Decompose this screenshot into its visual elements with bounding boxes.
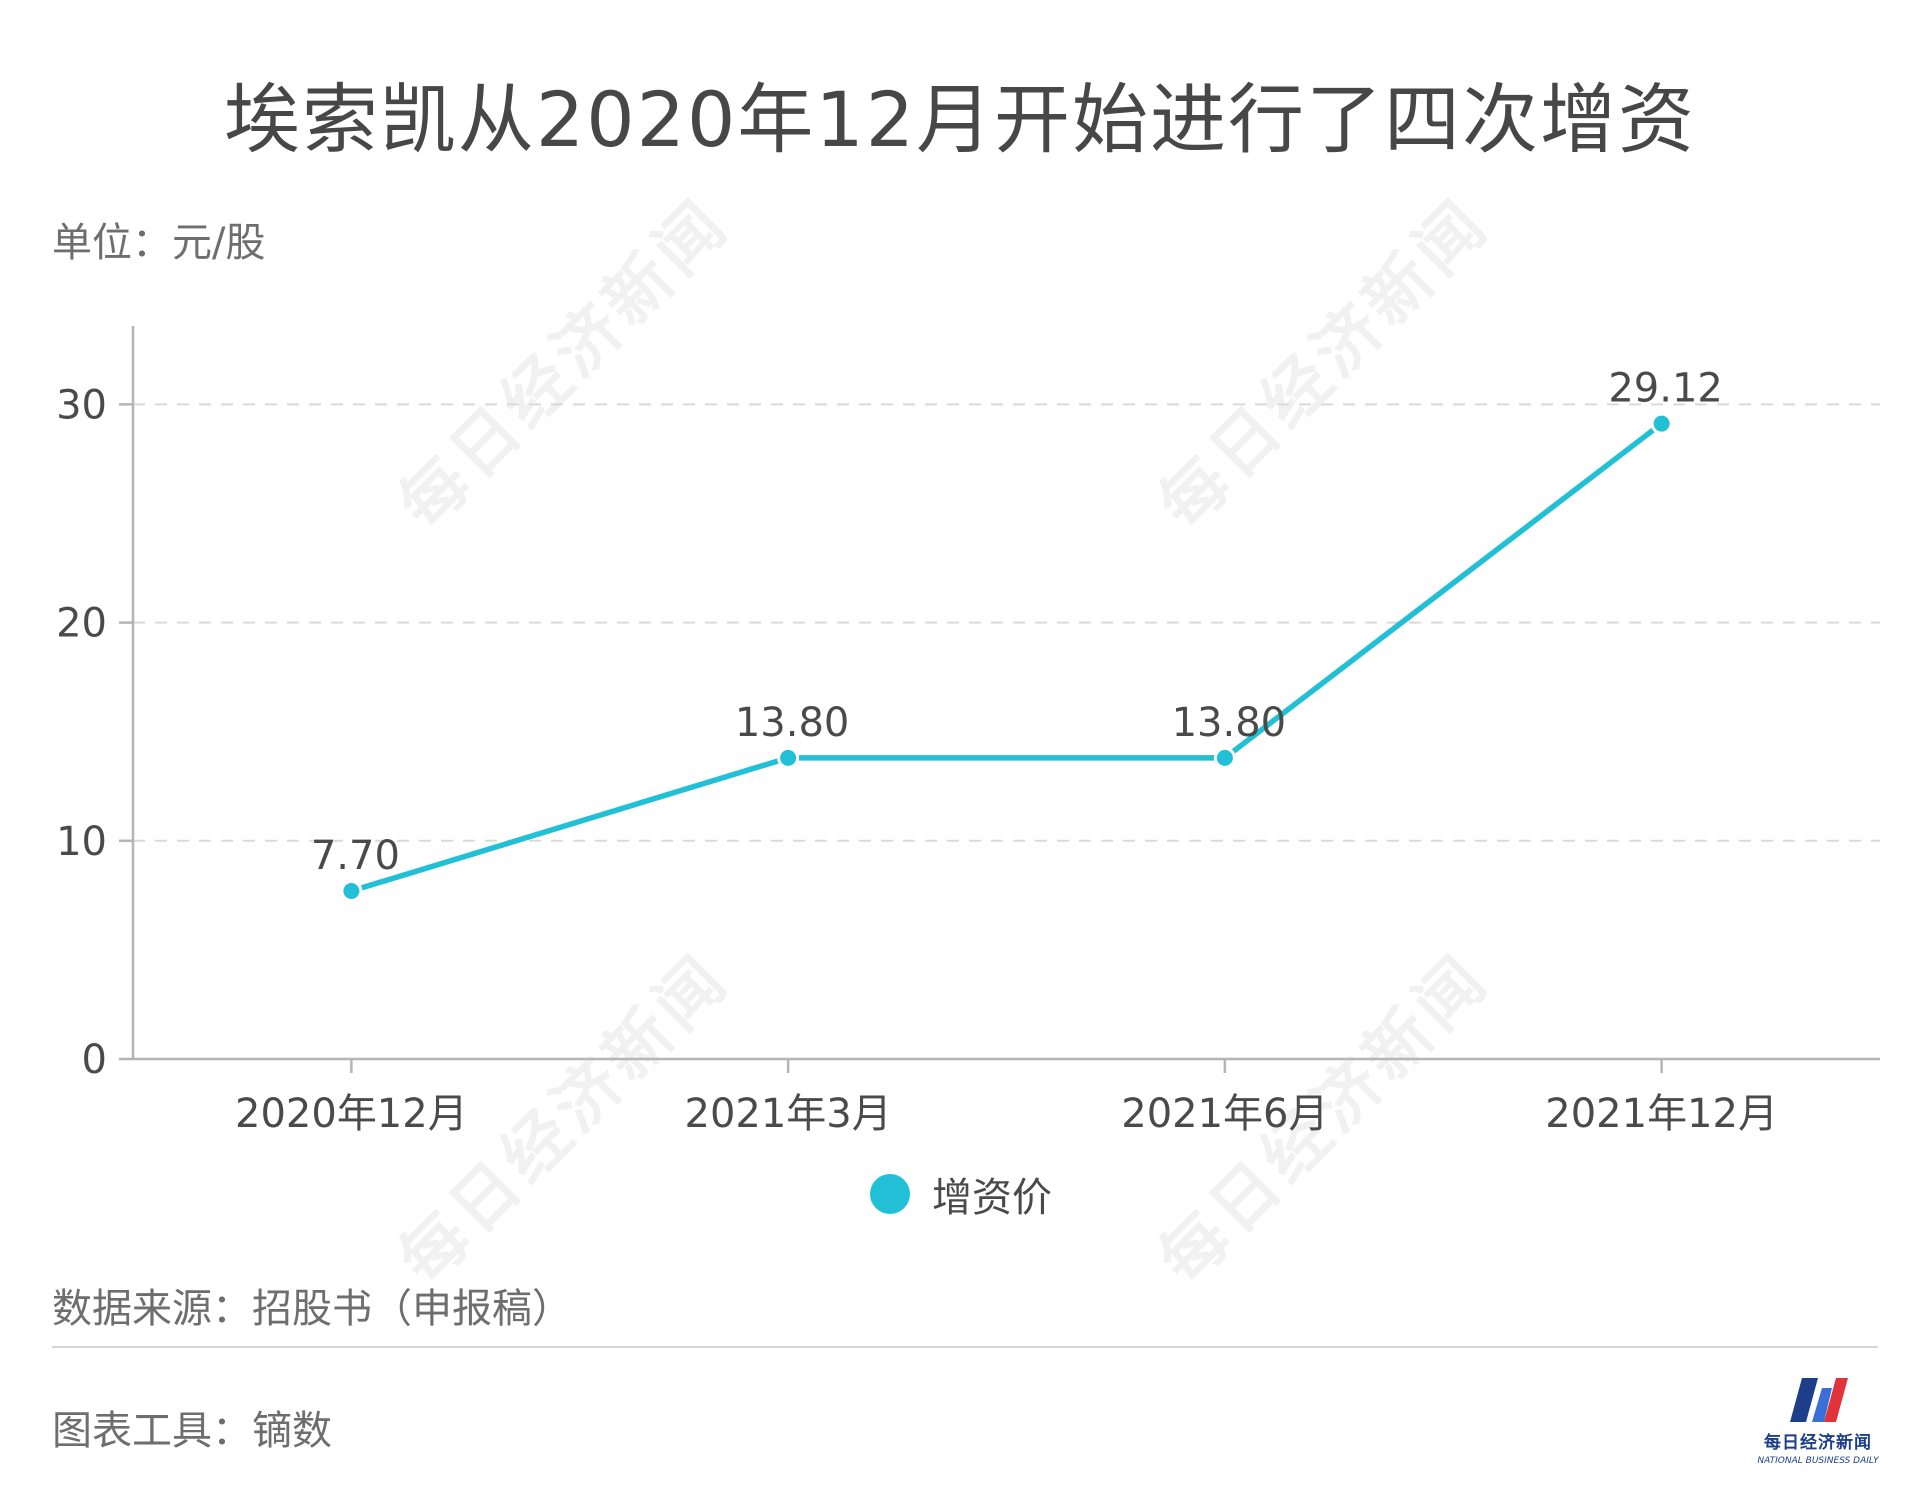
- x-tick-label: 2021年6月: [1121, 1091, 1328, 1137]
- data-label: 13.80: [735, 700, 850, 746]
- legend-marker: [870, 1174, 910, 1214]
- x-tick-label: 2021年12月: [1545, 1091, 1778, 1137]
- data-source: 数据来源：招股书（申报稿）: [52, 1286, 572, 1332]
- watermark-text: 每日经济新闻: [1144, 184, 1504, 544]
- y-tick-label: 0: [82, 1037, 107, 1083]
- y-tick-label: 10: [56, 819, 107, 865]
- series-line: [348, 420, 1665, 894]
- grid-lines: [133, 403, 1880, 842]
- logo-en-text: NATIONAL BUSINESS DAILY: [1757, 1456, 1879, 1466]
- data-point: [1650, 412, 1673, 435]
- series-layer: [340, 412, 1673, 902]
- data-point: [340, 879, 363, 902]
- unit-label: 单位：元/股: [52, 220, 266, 266]
- logo-mark-icon: [1790, 1378, 1848, 1422]
- logo-cn-text: 每日经济新闻: [1764, 1433, 1872, 1453]
- watermark-text: 每日经济新闻: [384, 184, 744, 544]
- data-point: [777, 746, 800, 769]
- y-axis-ticks: 0 10 20 30: [56, 382, 133, 1083]
- y-tick-label: 30: [56, 382, 107, 428]
- y-tick-label: 20: [56, 601, 107, 647]
- x-tick-label: 2021年3月: [685, 1091, 892, 1137]
- chart-tool: 图表工具：镝数: [52, 1408, 332, 1454]
- legend-label: 增资价: [932, 1175, 1052, 1221]
- x-tick-label: 2020年12月: [235, 1091, 468, 1137]
- data-labels: 7.70 13.80 13.80 29.12: [311, 366, 1723, 879]
- axes: [131, 326, 1880, 1061]
- data-point: [1213, 746, 1236, 769]
- x-axis-ticks: 2020年12月 2021年3月 2021年6月 2021年12月: [235, 1059, 1778, 1137]
- data-label: 29.12: [1608, 366, 1723, 412]
- footer-divider: [52, 1346, 1878, 1348]
- chart-title: 埃索凯从2020年12月开始进行了四次增资: [223, 75, 1697, 164]
- legend[interactable]: 增资价: [870, 1166, 1052, 1222]
- data-label: 13.80: [1172, 700, 1287, 746]
- data-label: 7.70: [311, 833, 400, 879]
- nbd-logo: 每日经济新闻 NATIONAL BUSINESS DAILY: [1748, 1372, 1888, 1472]
